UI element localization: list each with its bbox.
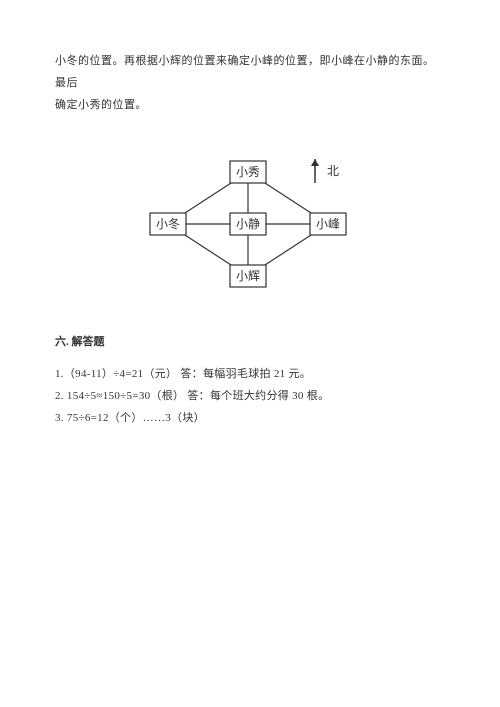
- svg-text:小静: 小静: [236, 217, 260, 231]
- answer-1: 1.（94-11）÷4=21（元） 答：每幅羽毛球拍 21 元。: [55, 363, 445, 385]
- svg-text:小冬: 小冬: [156, 216, 180, 231]
- svg-text:小秀: 小秀: [236, 165, 260, 179]
- svg-text:小辉: 小辉: [236, 269, 260, 283]
- svg-text:北: 北: [327, 164, 339, 178]
- paragraph-line-1: 小冬的位置。再根据小辉的位置来确定小峰的位置，即小峰在小静的东面。最后: [55, 50, 445, 94]
- answer-2: 2. 154÷5≈150÷5=30（根） 答：每个班大约分得 30 根。: [55, 385, 445, 407]
- section-title: 六. 解答题: [55, 331, 445, 353]
- answer-3: 3. 75÷6=12（个）……3（块）: [55, 407, 445, 429]
- svg-text:小峰: 小峰: [316, 217, 340, 231]
- paragraph-line-2: 确定小秀的位置。: [55, 94, 445, 116]
- network-diagram: 小秀小冬 小静 小峰小辉 北: [55, 141, 445, 301]
